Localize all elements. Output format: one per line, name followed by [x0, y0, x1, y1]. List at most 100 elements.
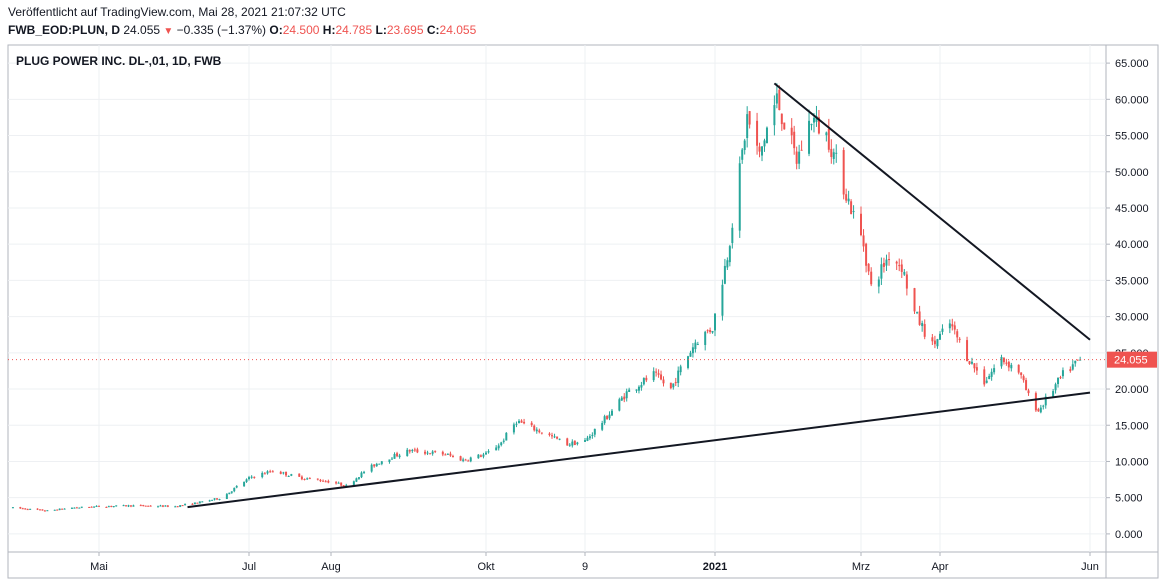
candle-up — [93, 506, 96, 508]
candle-down — [416, 449, 419, 453]
candle-up — [337, 482, 340, 484]
candle-up — [763, 140, 766, 147]
candle-up — [903, 271, 906, 275]
candle-up — [502, 440, 505, 442]
candle-up — [179, 505, 182, 507]
candle-up — [576, 442, 579, 445]
candle-down — [520, 420, 523, 423]
candle-up — [810, 124, 813, 126]
candle-down — [41, 509, 44, 511]
candle-down — [669, 382, 672, 389]
y-tick-label: 50.000 — [1115, 167, 1149, 179]
candle-up — [235, 486, 238, 488]
candle-down — [862, 235, 865, 247]
candle-down — [973, 363, 976, 369]
candle-down — [467, 460, 470, 462]
candle-up — [282, 472, 285, 474]
x-tick-label: Jun — [1081, 561, 1099, 573]
candle-down — [888, 259, 891, 261]
candle-up — [808, 120, 811, 154]
candle-down — [88, 506, 91, 508]
candle-up — [637, 386, 640, 391]
candle-down — [556, 436, 559, 439]
x-tick-label: 2021 — [703, 561, 727, 573]
candle-down — [923, 324, 926, 337]
candle-up — [393, 454, 396, 459]
candle-up — [1057, 377, 1060, 385]
candle-up — [497, 445, 500, 449]
candle-down — [780, 113, 783, 125]
candle-down — [931, 337, 934, 342]
candle-down — [340, 482, 343, 486]
candle-up — [352, 481, 355, 486]
candle-up — [711, 330, 714, 333]
candle-down — [90, 506, 93, 508]
candle-up — [266, 471, 269, 474]
candle-down — [1037, 409, 1040, 412]
candle-up — [1074, 360, 1077, 364]
candle-down — [396, 453, 399, 457]
candle-down — [308, 478, 311, 480]
grid — [8, 45, 1106, 552]
y-tick-label: 20.000 — [1115, 384, 1149, 396]
candle-down — [533, 425, 536, 431]
candle-down — [216, 498, 219, 500]
candle-down — [748, 111, 751, 125]
candle-down — [110, 505, 113, 507]
candle-down — [98, 505, 100, 507]
candle-up — [568, 444, 571, 446]
candle-up — [363, 471, 366, 473]
chart-title: PLUG POWER INC. DL-,01, 1D, FWB — [16, 54, 222, 68]
candle-up — [406, 449, 409, 456]
candle-up — [798, 151, 801, 164]
candle-up — [159, 505, 162, 507]
high-label: H: — [322, 23, 336, 37]
x-tick-label: 9 — [582, 561, 588, 573]
candle-up — [603, 416, 606, 424]
candle-down — [573, 440, 576, 446]
candle-down — [408, 449, 411, 452]
last-price-box — [1107, 351, 1157, 368]
candle-up — [584, 440, 586, 442]
y-tick-label: 15.000 — [1115, 420, 1149, 432]
candle-up — [201, 501, 204, 503]
candle-down — [865, 243, 868, 266]
candle-up — [687, 356, 690, 368]
candle-up — [936, 339, 939, 347]
candle-up — [593, 428, 596, 435]
candle-up — [877, 279, 880, 287]
candle-down — [26, 509, 29, 511]
candle-down — [1069, 369, 1072, 372]
open-value: 24.500 — [282, 23, 320, 37]
candle-up — [642, 378, 645, 385]
candle-down — [958, 338, 961, 340]
candle-up — [287, 476, 290, 478]
candle-down — [800, 149, 803, 151]
candle-up — [233, 487, 236, 492]
candle-down — [983, 369, 986, 385]
x-tick-label: Apr — [931, 561, 948, 573]
candle-down — [900, 264, 903, 272]
y-tick-label: 55.000 — [1115, 131, 1149, 143]
candle-down — [706, 330, 709, 332]
candle-down — [657, 373, 660, 375]
candle-up — [174, 506, 177, 508]
candle-down — [1002, 357, 1005, 363]
candle-down — [139, 505, 142, 507]
candle-up — [388, 459, 391, 462]
candle-down — [298, 473, 301, 477]
candle-down — [196, 502, 199, 504]
candle-down — [129, 505, 132, 507]
candle-down — [1022, 376, 1025, 381]
x-tick-label: Okt — [477, 561, 494, 573]
candle-up — [357, 477, 360, 479]
candle-up — [243, 482, 246, 487]
symbol-label: FWB_EOD:PLUN, D — [8, 23, 120, 37]
candle-up — [115, 505, 118, 507]
candle-down — [933, 340, 936, 345]
candle-up — [164, 505, 167, 507]
candle-up — [398, 455, 401, 458]
candle-down — [1005, 362, 1008, 364]
candle-up — [1054, 384, 1057, 391]
